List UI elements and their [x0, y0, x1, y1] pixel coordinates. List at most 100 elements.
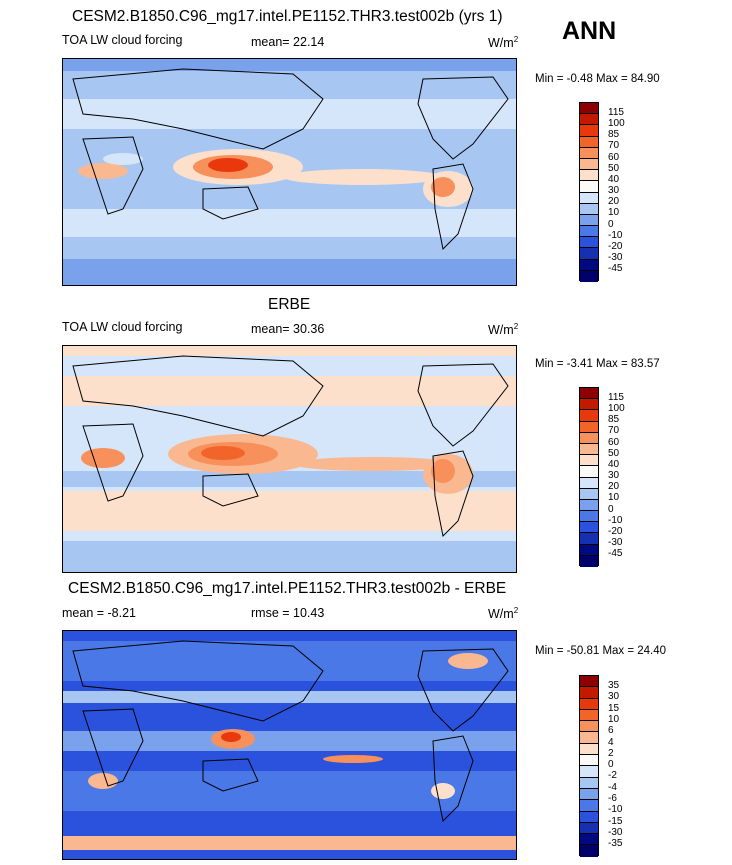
panel1-tick-8: 30: [608, 185, 620, 196]
panel1-tick-14: -30: [608, 252, 623, 263]
panel3-colorbar-cell-12: [580, 800, 598, 812]
panel2-colorbar-cell-11: [580, 499, 598, 512]
panel1-colorbar: [579, 102, 599, 282]
panel1-minmax: Min = -0.48 Max = 84.90: [535, 73, 660, 85]
panel1-tick-12: -10: [608, 230, 623, 241]
panel2-left-label: TOA LW cloud forcing: [62, 320, 183, 334]
panel2-minmax: Min = -3.41 Max = 83.57: [535, 358, 660, 370]
panel2-colorbar-cell-9: [580, 477, 598, 489]
panel3-tick-10: -4: [608, 782, 617, 793]
panel1-colorbar-cell-11: [580, 214, 598, 227]
panel2-colorbar-cell-6: [580, 443, 598, 456]
panel1-colorbar-cell-14: [580, 248, 598, 260]
panel2-title: ERBE: [268, 296, 311, 313]
panel1-tick-11: 0: [608, 219, 614, 230]
panel3-colorbar-cell-5: [580, 721, 598, 733]
panel2-mean-label: mean= 30.36: [251, 322, 325, 336]
panel1-colorbar-cell-1: [580, 103, 598, 115]
panel2-colorbar-cell-15: [580, 544, 598, 556]
panel3-tick-12: -10: [608, 804, 623, 815]
panel3-colorbar-cell-2: [580, 687, 598, 699]
panel1-tick-3: 85: [608, 129, 620, 140]
panel3-colorbar-cell-3: [580, 698, 598, 710]
panel2-colorbar-cell-4: [580, 421, 598, 433]
panel2-map-svg: [63, 346, 516, 572]
panel1-tick-9: 20: [608, 196, 620, 207]
panel2-colorbar-cell-1: [580, 388, 598, 400]
panel2-colorbar-cell-16: [580, 555, 598, 567]
panel3-tick-7: 2: [608, 748, 614, 759]
panel2-map: [62, 345, 517, 573]
panel2-colorbar-cell-13: [580, 522, 598, 534]
panel1-tick-4: 70: [608, 140, 620, 151]
panel3-colorbar-cell-8: [580, 755, 598, 767]
panel2-tick-14: -30: [608, 537, 623, 548]
panel3-map-svg: [63, 631, 516, 859]
panel2-colorbar-cell-5: [580, 432, 598, 444]
panel3-colorbar: [579, 675, 599, 857]
panel3-colorbar-cell-15: [580, 834, 598, 846]
panel3-tick-5: 6: [608, 725, 614, 736]
panel3-minmax: Min = -50.81 Max = 24.40: [535, 645, 667, 657]
panel2-colorbar-cell-3: [580, 410, 598, 422]
panel1-colorbar-cell-4: [580, 136, 598, 148]
panel1-mean-label: mean= 22.14: [251, 35, 325, 49]
panel3-tick-15: -35: [608, 838, 623, 849]
panel2-tick-13: -20: [608, 526, 623, 537]
panel3-colorbar-cell-11: [580, 788, 598, 801]
panel1-map-svg: [63, 59, 516, 285]
panel3-colorbar-cell-9: [580, 766, 598, 778]
panel2-tick-3: 85: [608, 414, 620, 425]
panel3-colorbar-cell-1: [580, 676, 598, 688]
panel1-unit: W/m2: [488, 35, 519, 51]
panel3-tick-6: 4: [608, 737, 614, 748]
panel1-title: CESM2.B1850.C96_mg17.intel.PE1152.THR3.t…: [72, 8, 503, 25]
panel3-colorbar-cell-7: [580, 743, 598, 756]
panel3-colorbar-cell-6: [580, 732, 598, 744]
panel3-colorbar-cell-13: [580, 811, 598, 823]
panel1-colorbar-cell-15: [580, 259, 598, 271]
panel3-tick-4: 10: [608, 714, 620, 725]
panel2-tick-11: 0: [608, 504, 614, 515]
panel2-tick-15: -45: [608, 548, 623, 559]
panel3-title: CESM2.B1850.C96_mg17.intel.PE1152.THR3.t…: [68, 580, 507, 597]
panel3-colorbar-cell-16: [580, 845, 598, 857]
panel2-colorbar-cell-10: [580, 488, 598, 500]
panel3-unit: W/m2: [488, 606, 519, 622]
panel1-colorbar-cell-13: [580, 237, 598, 249]
panel3-tick-9: -2: [608, 770, 617, 781]
panel2-colorbar-cell-12: [580, 511, 598, 523]
panel1-tick-10: 10: [608, 207, 620, 218]
panel2-colorbar-cell-7: [580, 455, 598, 467]
panel1-tick-5: 60: [608, 152, 620, 163]
panel2-tick-12: -10: [608, 515, 623, 526]
panel1-tick-6: 50: [608, 163, 620, 174]
panel1-tick-2: 100: [608, 118, 625, 129]
panel1-tick-15: -45: [608, 263, 623, 274]
panel3-tick-11: -6: [608, 793, 617, 804]
panel3-colorbar-cell-10: [580, 777, 598, 789]
panel1-colorbar-cell-6: [580, 158, 598, 171]
panel3-tick-13: -15: [608, 816, 623, 827]
panel1-colorbar-cell-5: [580, 147, 598, 159]
panel2-tick-5: 60: [608, 437, 620, 448]
panel3-colorbar-cell-4: [580, 709, 598, 722]
panel1-colorbar-cell-2: [580, 114, 598, 126]
panel2-colorbar: [579, 387, 599, 567]
panel1-map: [62, 58, 517, 286]
panel1-colorbar-cell-10: [580, 203, 598, 215]
panel3-map: [62, 630, 517, 860]
panel2-tick-6: 50: [608, 448, 620, 459]
panel1-tick-1: 115: [608, 107, 624, 118]
panel3-tick-8: 0: [608, 759, 614, 770]
panel1-colorbar-cell-12: [580, 226, 598, 238]
panel1-colorbar-cell-3: [580, 125, 598, 137]
panel1-left-label: TOA LW cloud forcing: [62, 33, 183, 47]
panel2-tick-1: 115: [608, 392, 624, 403]
panel3-tick-14: -30: [608, 827, 623, 838]
panel2-colorbar-cell-2: [580, 399, 598, 411]
panel1-colorbar-cell-7: [580, 170, 598, 182]
panel1-colorbar-cell-16: [580, 270, 598, 282]
panel2-tick-7: 40: [608, 459, 620, 470]
panel3-mean-label: mean = -8.21: [62, 606, 137, 620]
